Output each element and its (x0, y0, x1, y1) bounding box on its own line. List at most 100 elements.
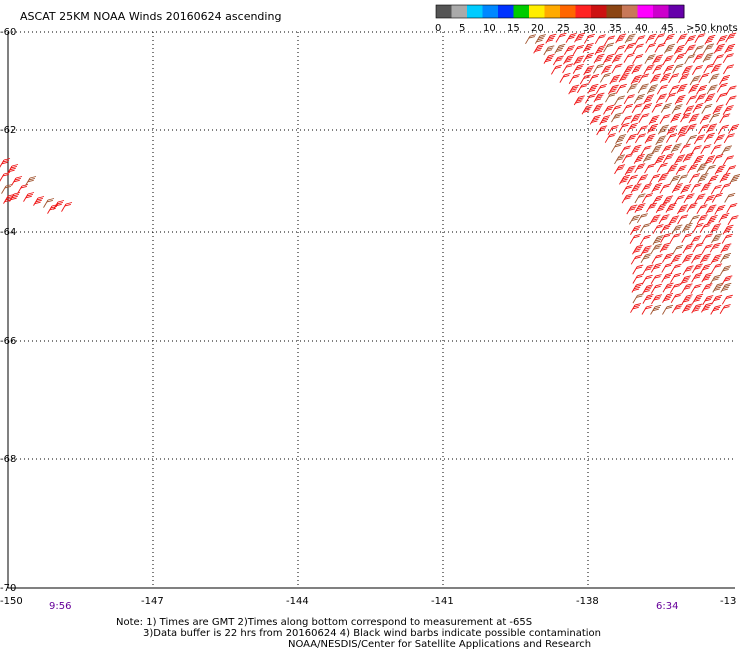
wind-barb (644, 133, 656, 144)
wind-barb (674, 53, 686, 63)
wind-barb (550, 64, 562, 75)
wind-barb (716, 82, 728, 93)
wind-barb (588, 74, 600, 84)
wind-barb (623, 53, 635, 63)
wind-barb (568, 74, 580, 84)
wind-barb (677, 214, 689, 225)
wind-barb (640, 253, 652, 263)
wind-barb (655, 135, 667, 146)
wind-barb (582, 43, 594, 53)
wind-barb (632, 43, 644, 54)
wind-barb (630, 183, 642, 194)
wind-barb (706, 123, 718, 134)
wind-barb (641, 304, 653, 315)
wind-barb (658, 214, 670, 225)
wind-barb (689, 173, 701, 184)
wind-barb (720, 253, 732, 263)
wind-barb (681, 222, 693, 233)
wind-barb (704, 164, 716, 175)
wind-barb (671, 104, 683, 114)
wind-barb (646, 202, 658, 213)
wind-barb (626, 83, 638, 94)
wind-barb (594, 45, 606, 55)
wind-barb (710, 144, 722, 155)
wind-barb (641, 193, 653, 203)
wind-barb (621, 193, 633, 204)
wind-barb (662, 55, 674, 66)
wind-barb (693, 53, 705, 64)
wind-barb (703, 194, 715, 205)
wind-barb (719, 183, 731, 193)
wind-barb (656, 162, 668, 173)
wind-barb (698, 124, 710, 135)
lon-label: -138 (576, 596, 599, 607)
wind-barb (649, 214, 661, 225)
wind-barb (681, 294, 693, 305)
note-line-3: NOAA/NESDIS/Center for Satellite Applica… (288, 639, 591, 650)
wind-barb (712, 104, 724, 115)
wind-barb (33, 196, 45, 206)
wind-barb (624, 42, 636, 53)
wind-barb (676, 33, 688, 44)
wind-barb (632, 264, 644, 275)
wind-barb (663, 64, 675, 75)
wind-barb (624, 165, 636, 176)
wind-barb (662, 252, 674, 263)
wind-barb (697, 173, 709, 183)
wind-barb (719, 172, 731, 183)
wind-barb (692, 293, 704, 304)
wind-barb (676, 83, 688, 94)
lon-label: -150 (0, 596, 23, 607)
wind-barb (709, 242, 721, 253)
wind-barb (662, 153, 674, 164)
wind-barb (611, 53, 623, 64)
map-title: ASCAT 25KM NOAA Winds 20160624 ascending (20, 10, 281, 23)
wind-barb (659, 114, 671, 124)
wind-barb (654, 155, 666, 165)
wind-barb (696, 204, 708, 215)
wind-barb (619, 174, 631, 185)
wind-barb (687, 163, 699, 174)
wind-barb (573, 95, 585, 106)
wind-barb (704, 34, 716, 45)
wind-barb (534, 34, 546, 44)
wind-barb (642, 284, 654, 295)
wind-barb (674, 154, 686, 165)
wind-barb (626, 174, 638, 185)
wind-barb (640, 245, 652, 256)
wind-barb (607, 125, 619, 136)
wind-barb (660, 223, 672, 234)
wind-barb (667, 163, 679, 174)
wind-barb (639, 234, 651, 245)
wind-barb (595, 84, 607, 94)
wind-barb (662, 195, 674, 206)
wind-barb (703, 132, 715, 143)
wind-barb (642, 264, 654, 275)
wind-barb (623, 64, 635, 75)
wind-barb (636, 213, 648, 224)
wind-barb (583, 65, 595, 76)
wind-barb (719, 113, 731, 124)
wind-barb (625, 133, 637, 144)
wind-barb (692, 45, 704, 56)
wind-barb (638, 113, 650, 124)
wind-barb (594, 34, 606, 45)
wind-barb (696, 162, 708, 173)
wind-barb (710, 63, 722, 74)
wind-barb (670, 143, 682, 154)
wind-barb (677, 204, 689, 215)
wind-barb (701, 104, 713, 114)
wind-barb (651, 144, 663, 155)
wind-barb (704, 155, 716, 166)
wind-barb (637, 83, 649, 94)
wind-barb (665, 202, 677, 213)
wind-barb (725, 85, 737, 96)
legend-label: 10 (483, 23, 496, 34)
wind-barb (725, 95, 737, 106)
wind-barb (717, 124, 729, 135)
wind-barb (682, 152, 694, 163)
lat-lon-grid (8, 31, 735, 588)
wind-barb (604, 35, 616, 46)
wind-barb (673, 44, 685, 55)
